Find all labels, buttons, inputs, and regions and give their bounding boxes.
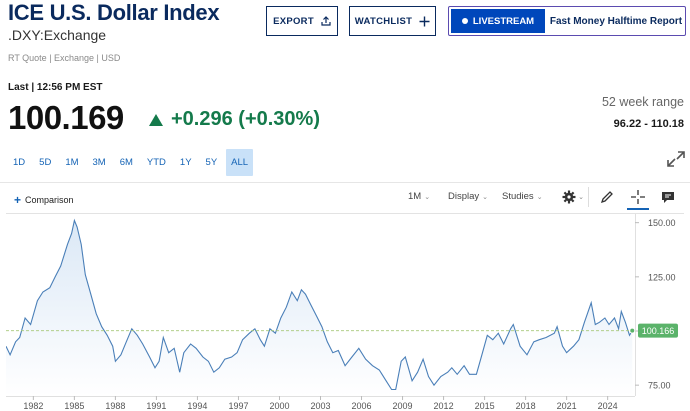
last-time: Last | 12:56 PM EST (8, 82, 103, 93)
x-tick-label: 2003 (310, 401, 330, 411)
page-title: ICE U.S. Dollar Index (8, 0, 220, 25)
x-tick-label: 2018 (516, 401, 536, 411)
last-point-marker (629, 327, 636, 334)
period-all[interactable]: ALL (226, 149, 254, 176)
change-value: +0.296 (+0.30%) (171, 108, 320, 130)
price-change: +0.296 (+0.30%) (149, 108, 320, 131)
export-label: EXPORT (273, 15, 314, 27)
studies-label: Studies (502, 191, 534, 202)
plus-icon (419, 16, 430, 26)
livestream-banner[interactable]: LIVESTREAM Fast Money Halftime Report (448, 6, 686, 36)
draw-tool[interactable] (597, 187, 617, 207)
period-selector: 1D 5D 1M 3M 6M YTD 1Y 5Y ALL (8, 149, 257, 176)
period-1d[interactable]: 1D (13, 157, 26, 168)
livestream-tag[interactable]: LIVESTREAM (451, 9, 545, 33)
quote-meta: RT Quote | Exchange | USD (8, 53, 121, 63)
annotation-tool[interactable] (658, 187, 678, 207)
price-chart[interactable]: 150.00125.00100.0075.0019821985198819911… (6, 214, 684, 411)
settings-dropdown[interactable]: ⌄ (560, 187, 586, 207)
x-tick-label: 1991 (146, 401, 166, 411)
period-1m[interactable]: 1M (65, 157, 79, 168)
x-tick-label: 1994 (187, 401, 207, 411)
x-tick-label: 1985 (64, 401, 84, 411)
x-tick-label: 2012 (434, 401, 454, 411)
chart-area[interactable]: 150.00125.00100.0075.0019821985198819911… (6, 213, 684, 411)
period-1y[interactable]: 1Y (179, 157, 192, 168)
x-tick-label: 2024 (598, 401, 618, 411)
x-tick-label: 1988 (105, 401, 125, 411)
chevron-down-icon: ⌄ (482, 193, 489, 201)
watchlist-button[interactable]: WATCHLIST (349, 6, 436, 36)
last-price: 100.169 (8, 99, 124, 136)
symbol-label: .DXY:Exchange (8, 27, 107, 43)
toolbar-separator (588, 187, 589, 207)
x-tick-label: 1982 (23, 401, 43, 411)
range-value: 96.22 - 110.18 (613, 118, 684, 130)
section-divider (0, 182, 690, 183)
chevron-down-icon: ⌄ (536, 193, 543, 201)
chevron-down-icon: ⌄ (578, 194, 584, 201)
y-tick-label: 125.00 (648, 272, 676, 282)
series-line (6, 218, 633, 391)
livestream-label: LIVESTREAM (472, 15, 535, 27)
period-6m[interactable]: 6M (119, 157, 133, 168)
period-ytd[interactable]: YTD (146, 157, 166, 168)
crosshair-icon (631, 190, 645, 204)
last-value-label: 100.166 (642, 326, 675, 336)
y-tick-label: 75.00 (648, 381, 671, 391)
x-tick-label: 2009 (393, 401, 413, 411)
display-label: Display (448, 191, 480, 202)
x-tick-label: 2021 (557, 401, 577, 411)
x-tick-label: 1997 (228, 401, 248, 411)
expand-icon[interactable] (666, 150, 686, 168)
crosshair-tool[interactable] (628, 187, 648, 207)
studies-dropdown[interactable]: Studies ⌄ (502, 191, 543, 202)
plus-icon: + (14, 193, 22, 207)
gear-icon (562, 190, 576, 204)
period-3m[interactable]: 3M (92, 157, 106, 168)
program-link[interactable]: Fast Money Halftime Report (549, 15, 683, 27)
x-tick-label: 2000 (269, 401, 289, 411)
period-5d[interactable]: 5D (39, 157, 52, 168)
range-label: 52 week range (601, 95, 684, 109)
display-dropdown[interactable]: Display ⌄ (448, 191, 488, 202)
pencil-icon (600, 191, 613, 204)
watchlist-label: WATCHLIST (354, 15, 413, 27)
last-value-badge (638, 323, 678, 338)
chevron-down-icon: ⌄ (424, 193, 431, 201)
triangle-up-icon (149, 113, 163, 126)
period-5y[interactable]: 5Y (205, 157, 218, 168)
comparison-label: Comparison (25, 195, 74, 205)
live-dot-icon (461, 18, 468, 24)
x-tick-label: 2015 (475, 401, 495, 411)
export-button[interactable]: EXPORT (266, 6, 338, 36)
comparison-button[interactable]: + Comparison (14, 193, 74, 207)
x-tick-label: 2006 (352, 401, 372, 411)
series-area (6, 220, 633, 396)
interval-dropdown[interactable]: 1M ⌄ (408, 191, 430, 202)
interval-label: 1M (408, 191, 422, 202)
comment-icon (662, 191, 674, 203)
upload-icon (321, 16, 331, 26)
y-tick-label: 150.00 (648, 218, 676, 228)
crosshair-active-indicator (627, 208, 649, 210)
